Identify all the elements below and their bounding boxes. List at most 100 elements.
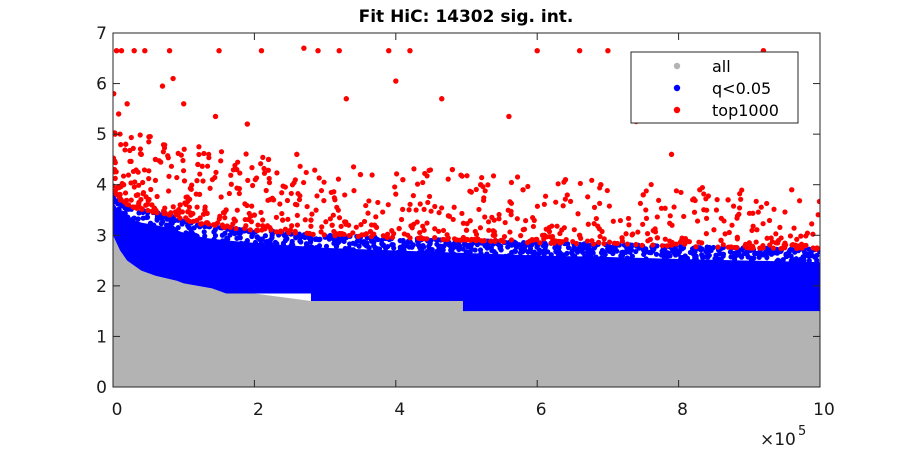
top1000-point (140, 191, 146, 197)
q005-point (402, 264, 408, 270)
x-tick-label: 2 (253, 400, 264, 420)
q005-point (273, 246, 279, 252)
top1000-point (469, 236, 475, 243)
q005-point (760, 252, 766, 258)
top1000-point (814, 245, 820, 251)
top1000-point (130, 168, 137, 175)
q005-point (166, 222, 172, 228)
x-tick-label: 4 (394, 400, 405, 420)
top1000-point (136, 182, 142, 188)
top1000-point (355, 233, 361, 239)
top1000-point (165, 188, 172, 194)
q005-point (693, 267, 700, 273)
top1000-point (312, 167, 318, 173)
top1000-point (234, 207, 240, 213)
q005-point (182, 251, 188, 257)
q005-point (505, 244, 511, 250)
top1000-point (667, 213, 673, 219)
top1000-point (294, 222, 301, 228)
q005-point (794, 267, 801, 273)
top1000-point (331, 189, 337, 195)
top1000-point (327, 216, 333, 222)
top1000-point (424, 236, 430, 242)
q005-point (325, 249, 332, 255)
top1000-point (701, 191, 707, 197)
top1000-point (259, 227, 265, 233)
top1000-point (260, 223, 266, 229)
top1000-point (648, 181, 654, 188)
q005-point (143, 214, 150, 221)
top1000-point (705, 193, 711, 199)
q005-point (356, 243, 362, 249)
top1000-point (196, 144, 202, 150)
top1000-point (207, 185, 213, 191)
q005-point (529, 271, 535, 277)
top1000-point (336, 215, 343, 221)
top1000-point (463, 227, 470, 233)
top1000-point (789, 187, 795, 193)
top1000-point (194, 178, 200, 184)
q005-point (151, 241, 157, 247)
top1000-point (118, 142, 124, 148)
top1000-point (591, 204, 598, 210)
top1000-point (473, 186, 479, 193)
top1000-point (764, 200, 770, 207)
top1000-point (306, 230, 313, 237)
legend-marker-all (673, 62, 681, 70)
q005-point (424, 253, 430, 259)
top1000-point (749, 227, 755, 234)
top1000-point (146, 196, 152, 203)
q005-point (352, 264, 359, 270)
top1000-point (508, 179, 515, 186)
q005-point (366, 252, 372, 258)
y-tick-label: 2 (96, 277, 107, 297)
q005-point (173, 233, 179, 239)
top1000-point (595, 239, 602, 245)
q005-point (665, 264, 671, 270)
top1000-point (625, 215, 632, 222)
top1000-point (432, 226, 438, 232)
q005-point (768, 277, 774, 283)
top1000-point (159, 83, 166, 89)
top1000-point (754, 227, 760, 233)
top1000-point (589, 177, 595, 183)
q005-point (775, 257, 781, 263)
top1000-point (113, 48, 120, 54)
q005-point (653, 251, 660, 257)
top1000-point (693, 244, 699, 250)
q005-point (710, 244, 717, 251)
q005-point (308, 261, 315, 268)
q005-point (596, 261, 603, 267)
top1000-point (417, 201, 423, 207)
top1000-point (342, 192, 348, 198)
q005-point (656, 276, 663, 282)
q005-point (469, 267, 475, 273)
q005-point (669, 270, 675, 276)
top1000-point (218, 158, 224, 164)
top1000-point (406, 207, 412, 213)
q005-point (642, 249, 648, 255)
top1000-point (145, 207, 151, 214)
top1000-point (601, 240, 607, 247)
q005-point (787, 247, 794, 253)
top1000-point (782, 209, 788, 215)
top1000-point (585, 221, 591, 227)
top1000-point (183, 215, 189, 221)
chart-title: Fit HiC: 14302 sig. int. (359, 7, 574, 27)
q005-point (385, 262, 391, 268)
top1000-point (258, 48, 265, 54)
q005-point (315, 266, 321, 272)
top1000-point (365, 210, 371, 216)
top1000-point (321, 179, 327, 185)
q005-point (432, 269, 438, 275)
q005-point (472, 247, 478, 253)
q005-point (410, 242, 416, 248)
top1000-point (563, 236, 569, 243)
q005-point (589, 248, 595, 254)
top1000-point (662, 205, 668, 211)
top1000-point (677, 239, 683, 245)
top1000-point (738, 196, 744, 202)
q005-point (800, 254, 806, 260)
top1000-point (414, 181, 421, 187)
top1000-point (445, 176, 451, 182)
